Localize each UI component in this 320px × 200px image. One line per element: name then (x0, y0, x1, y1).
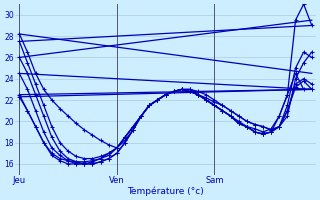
X-axis label: Température (°c): Température (°c) (127, 186, 204, 196)
